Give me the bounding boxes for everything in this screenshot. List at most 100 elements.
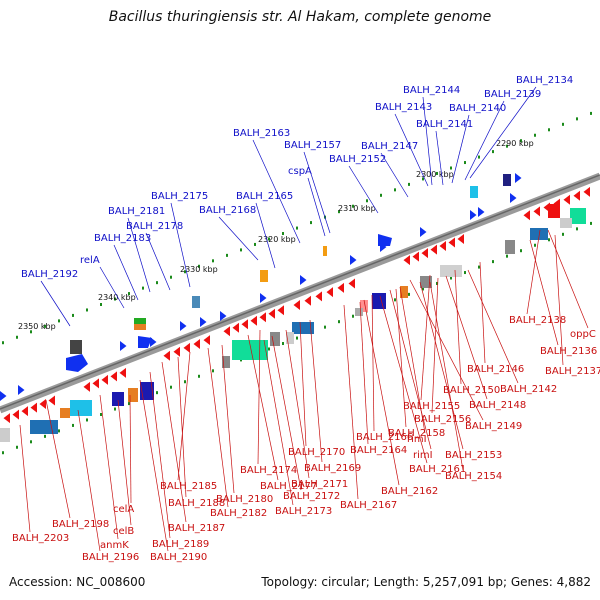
- reverse-gene-arrow: [573, 190, 580, 201]
- gene-label: BALH_2156: [414, 414, 471, 425]
- forward-gene-arrow: [18, 385, 25, 395]
- reverse-gene-arrow: [337, 282, 344, 293]
- forward-gene-arrow: [150, 337, 157, 347]
- feature-box: [112, 392, 124, 406]
- feature-box: [30, 420, 58, 434]
- reverse-gene-arrow: [21, 406, 28, 417]
- reverse-gene-arrow: [412, 251, 419, 262]
- gene-label: BALH_2161: [409, 464, 466, 475]
- gene-label: BALH_2142: [500, 384, 557, 395]
- reverse-gene-arrow: [12, 409, 19, 420]
- gene-label: BALH_2134: [516, 75, 573, 86]
- reverse-gene-arrow: [83, 381, 90, 392]
- feature-box: [286, 332, 294, 344]
- gene-label: BALH_2148: [469, 400, 526, 411]
- gene-label: BALH_2143: [375, 102, 432, 113]
- gene-label: BALH_2185: [160, 481, 217, 492]
- reverse-gene-arrow: [439, 241, 446, 252]
- kbp-label: 2330 kbp: [180, 265, 218, 274]
- gene-label: celA: [113, 504, 134, 515]
- genome-summary-text: Topology: circular; Length: 5,257,091 bp…: [261, 575, 591, 589]
- gene-label: BALH_2137: [545, 366, 600, 377]
- reverse-gene-arrow: [523, 210, 530, 221]
- feature-box: [70, 400, 92, 416]
- gene-label: BALH_2178: [126, 221, 183, 232]
- gene-label: BALH_2172: [283, 491, 340, 502]
- reverse-gene-arrow: [304, 295, 311, 306]
- feature-box: [60, 408, 70, 418]
- reverse-gene-arrow: [430, 244, 437, 255]
- feature-box: [400, 286, 408, 298]
- gene-box: [192, 296, 200, 308]
- forward-gene-arrow: [0, 391, 7, 401]
- gene-label: BALH_2150: [443, 385, 500, 396]
- reverse-gene-arrow: [3, 413, 10, 424]
- gene-box: [134, 324, 146, 330]
- reverse-gene-arrow: [92, 378, 99, 389]
- gene-label: BALH_2155: [403, 401, 460, 412]
- gene-features: [0, 173, 590, 442]
- forward-gene-arrow: [350, 255, 357, 265]
- map-title: Bacillus thuringiensis str. Al Hakam, co…: [108, 9, 492, 25]
- reverse-gene-arrow: [203, 335, 210, 346]
- gene-label: BALH_2171: [291, 479, 348, 490]
- forward-gene-arrow: [220, 311, 227, 321]
- gene-label: BALH_2203: [12, 533, 69, 544]
- feature-box: [530, 228, 548, 240]
- kbp-label: 2290 kbp: [496, 139, 534, 148]
- reverse-gene-arrow: [448, 237, 455, 248]
- reverse-gene-arrow: [48, 395, 55, 406]
- feature-box: [570, 208, 586, 224]
- reverse-gene-arrow: [403, 255, 410, 266]
- feature-box: [360, 300, 368, 312]
- forward-gene-arrow: [120, 341, 127, 351]
- gene-label: BALH_2169: [304, 463, 361, 474]
- accession-text: Accession: NC_008600: [9, 575, 146, 589]
- feature-box: [505, 240, 515, 254]
- gene-box: [70, 340, 82, 354]
- label-leader-lines: [19, 86, 589, 552]
- gene-label: BALH_2168: [199, 205, 256, 216]
- reverse-gene-arrow: [259, 312, 266, 323]
- reverse-gene-arrow: [193, 339, 200, 349]
- reverse-gene-arrow: [315, 291, 322, 302]
- gene-label: BALH_2173: [275, 506, 332, 517]
- forward-gene-arrow: [200, 317, 207, 327]
- reverse-gene-arrow: [250, 315, 257, 326]
- forward-gene-arrow: [180, 321, 187, 331]
- gene-label: BALH_2144: [403, 85, 460, 96]
- gene-label: BALH_2190: [150, 552, 207, 563]
- gene-label: BALH_2165: [236, 191, 293, 202]
- forward-gene-arrow: [300, 275, 307, 285]
- kbp-label: 2310 kbp: [338, 204, 376, 213]
- feature-box: [0, 428, 10, 442]
- kbp-label: 2340 kbp: [98, 293, 136, 302]
- kbp-label: 2320 kbp: [258, 235, 296, 244]
- feature-box: [355, 308, 363, 316]
- gene-label: BALH_2189: [152, 539, 209, 550]
- reverse-gene-arrow: [110, 371, 117, 382]
- reverse-gene-arrow: [421, 248, 428, 259]
- gene-label: BALH_2167: [340, 500, 397, 511]
- forward-gene-arrow: [420, 227, 427, 237]
- gene-label: BALH_2152: [329, 154, 386, 165]
- reverse-gene-arrow: [583, 186, 590, 197]
- reverse-gene-arrow: [173, 346, 180, 357]
- kbp-ticks: 2290 kbp 2300 kbp 2310 kbp 2320 kbp 2330 kbp…: [2, 111, 592, 455]
- reverse-gene-arrow: [277, 305, 284, 316]
- gene-labels: BALH_2134 BALH_2139 BALH_2144 BALH_2140 BALH…: [12, 75, 600, 563]
- gene-label: BALH_2138: [509, 315, 566, 326]
- forward-gene-arrow: [260, 293, 267, 303]
- gene-label: BALH_2140: [449, 103, 506, 114]
- forward-gene-arrow: [378, 234, 392, 246]
- reverse-gene-arrow: [533, 206, 540, 217]
- forward-gene-arrow: [138, 336, 152, 348]
- gene-label: BALH_2188: [168, 498, 225, 509]
- gene-box: [470, 186, 478, 198]
- gene-label: BALH_2147: [361, 141, 418, 152]
- gene-label: BALH_2183: [94, 233, 151, 244]
- reverse-gene-arrow: [348, 278, 355, 289]
- gene-label: BALH_2170: [288, 447, 345, 458]
- genome-backbone: [0, 172, 600, 414]
